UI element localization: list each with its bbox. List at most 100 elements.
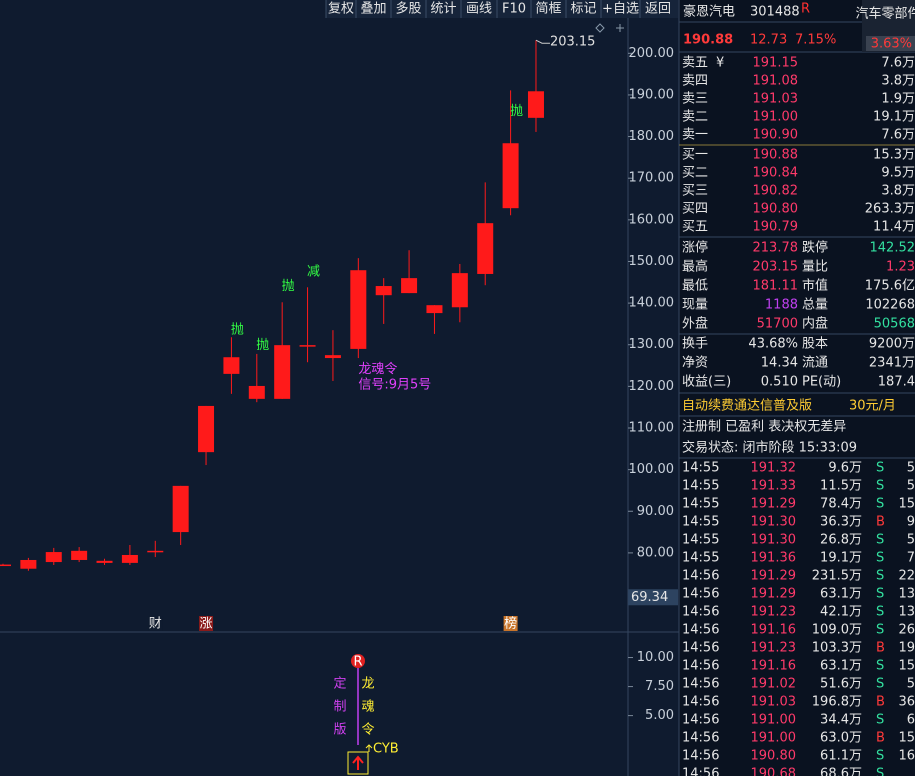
trade-volume: 196.8万 (812, 695, 862, 710)
trade-side: S (876, 551, 884, 566)
annotation: 抛 (256, 338, 269, 353)
trade-volume: 42.1万 (820, 605, 862, 620)
toolbar-button[interactable]: F10 (502, 2, 526, 17)
book-label: 买五 (682, 220, 708, 235)
candle-body (401, 278, 418, 294)
trade-side: S (876, 767, 884, 776)
icons (595, 23, 624, 33)
annotation: 抛 (231, 323, 244, 338)
stat-value: 1.23 (886, 260, 915, 275)
stat-label: 股本 (802, 337, 828, 352)
cyb-label: CYB (373, 742, 399, 757)
trade-side: S (876, 479, 884, 494)
book-price: 191.00 (753, 110, 799, 125)
trade-price: 191.33 (751, 479, 797, 494)
trade-price: 191.00 (751, 731, 797, 746)
trade-time: 14:55 (682, 515, 719, 530)
trade-side: S (876, 605, 884, 620)
trade-volume: 231.5万 (812, 569, 862, 584)
trade-price: 191.02 (751, 677, 797, 692)
toolbar-button[interactable]: 画线 (466, 2, 492, 17)
candle-body (426, 305, 443, 314)
stat-value: 43.68% (748, 337, 798, 352)
event-label: 财 (149, 617, 162, 632)
book-label: 买二 (682, 166, 708, 181)
promo[interactable]: 自动续费通达信普及版 (682, 399, 812, 414)
trade-count: 26 (898, 623, 915, 638)
trade-time: 14:56 (682, 749, 719, 764)
candle-body (96, 560, 113, 563)
trade-count: 5 (907, 461, 915, 476)
trade-count: 19 (898, 641, 915, 656)
trade-price: 191.23 (751, 641, 797, 656)
trade-volume: 63.1万 (820, 587, 862, 602)
trade-volume: 78.4万 (820, 497, 862, 512)
book-volume: 9.5万 (881, 166, 915, 181)
trade-price: 191.16 (751, 659, 797, 674)
book-price: 190.82 (753, 184, 799, 199)
event-badge (148, 616, 163, 631)
toolbar-button[interactable]: 复权 (328, 1, 354, 17)
y-tick-label: 80.00 (637, 545, 674, 560)
trade-price: 191.30 (751, 533, 797, 548)
trade-price: 191.29 (751, 497, 797, 512)
toolbar-button[interactable]: 叠加 (360, 2, 386, 17)
toolbar-button[interactable]: 标记 (570, 2, 596, 17)
candle-body (223, 357, 240, 374)
candle-body (121, 554, 138, 563)
stat-label: 外盘 (682, 316, 708, 332)
stat-label: 涨停 (682, 240, 708, 256)
candle-body (248, 385, 265, 399)
trade-price: 190.68 (751, 767, 797, 776)
vertical-text: 龙魂令 (359, 676, 375, 745)
trade-time: 14:55 (682, 533, 719, 548)
y-tick-label: 110.00 (629, 421, 675, 436)
trade-price: 191.36 (751, 551, 797, 566)
annotation: 龙魂令 (358, 361, 397, 377)
trade-count: 5 (907, 677, 915, 692)
trade-time: 14:56 (682, 659, 719, 674)
y-tick-label: 140.00 (629, 296, 675, 311)
y-tick-label: 100.00 (629, 462, 675, 477)
trade-side: B (876, 695, 885, 710)
trade-count: 36 (898, 695, 915, 710)
candle-body (172, 485, 189, 533)
stat-label: 收益(三) (682, 375, 731, 390)
candle-body (350, 270, 367, 349)
y-tick-label: 170.00 (629, 171, 675, 186)
book-volume: 1.9万 (881, 92, 915, 107)
book-price: 191.15 (753, 56, 799, 71)
y-tick-label: 5.00 (645, 708, 674, 723)
chart-background (0, 0, 679, 776)
book-volume: 19.1万 (873, 110, 915, 125)
stat-label: 量比 (802, 260, 828, 275)
stat-value: 203.15 (753, 260, 799, 275)
book-volume: 11.4万 (873, 220, 915, 235)
trade-count: 15 (898, 731, 915, 746)
stat-label: PE(动) (802, 375, 841, 390)
trade-volume: 68.6万 (820, 767, 862, 776)
toolbar-button[interactable]: 返回 (645, 2, 671, 17)
toolbar-button[interactable]: 多股 (395, 1, 421, 17)
candle-body (477, 223, 494, 274)
toolbar-button[interactable]: 统计 (430, 2, 456, 17)
cursor-box (628, 589, 678, 606)
price: 190.88 (683, 33, 733, 48)
stat-value: 187.4 (878, 375, 915, 390)
trade-time: 14:56 (682, 587, 719, 602)
trade-volume: 26.8万 (820, 533, 862, 548)
candle-body (0, 564, 11, 567)
promo-price[interactable]: 30元/月 (849, 399, 896, 414)
candle-body (324, 355, 341, 359)
event-badge (503, 616, 518, 631)
cursor-label: 69.34 (631, 590, 668, 605)
stat-value: 51700 (757, 317, 798, 332)
book-price: 191.08 (753, 74, 799, 89)
book-volume: 3.8万 (881, 184, 915, 199)
toolbar-button[interactable]: 简框 (535, 1, 561, 17)
book-volume: 15.3万 (873, 148, 915, 163)
y-tick-label: 180.00 (629, 129, 675, 144)
trade-time: 14:56 (682, 695, 719, 710)
signal-box (347, 751, 369, 775)
toolbar-button[interactable]: +自选 (602, 2, 639, 17)
